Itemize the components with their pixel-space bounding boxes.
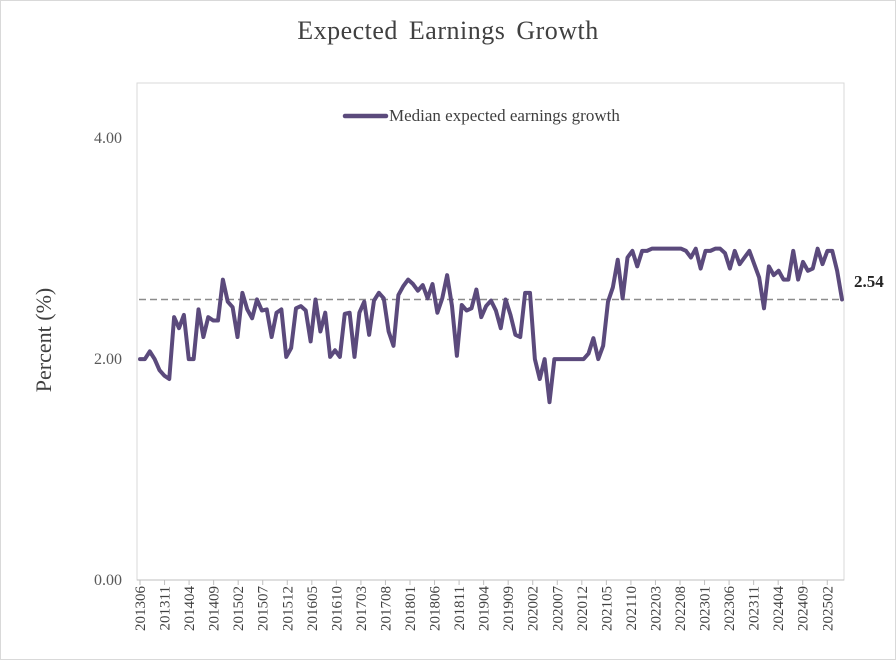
y-tick-label: 0.00	[94, 572, 122, 589]
series-group	[138, 246, 844, 405]
y-axis: 0.00 2.00 4.00	[94, 130, 122, 589]
x-tick-label: 202409	[796, 586, 812, 631]
x-tick-label: 201605	[305, 586, 321, 631]
chart-title: Expected Earnings Growth	[297, 16, 599, 45]
x-tick-label: 201703	[354, 586, 370, 631]
x-tick-label: 201806	[428, 586, 444, 632]
plot-area	[136, 82, 845, 581]
legend-label: Median expected earnings growth	[389, 106, 620, 125]
x-tick-label: 202002	[526, 586, 542, 631]
x-tick-label: 202110	[624, 586, 640, 630]
legend: Median expected earnings growth	[342, 106, 620, 125]
x-tick-label: 201409	[207, 586, 223, 631]
x-tick-label: 202301	[698, 586, 714, 631]
x-tick-label: 202203	[648, 586, 664, 631]
x-tick-label: 201811	[452, 586, 468, 630]
x-tick-label: 201512	[280, 586, 296, 631]
x-tick-label: 202007	[550, 586, 566, 632]
x-tick-label: 202012	[575, 586, 591, 631]
x-tick-label: 202208	[673, 586, 689, 631]
x-tick-label: 201909	[501, 586, 517, 631]
y-tick-label: 4.00	[94, 130, 122, 147]
x-tick-label: 202502	[820, 586, 836, 631]
y-tick-label: 2.00	[94, 351, 122, 368]
x-axis: 201306 201311 201404 201409 201502 201507 2015…	[133, 580, 836, 631]
x-tick-label: 202404	[771, 586, 787, 632]
x-tick-label: 202311	[747, 586, 763, 630]
x-tick-label: 201904	[477, 586, 493, 632]
x-tick-label: 201801	[403, 586, 419, 631]
x-tick-label: 201311	[158, 586, 174, 630]
x-tick-label: 201404	[182, 586, 198, 632]
x-tick-label: 201502	[231, 586, 247, 631]
x-tick-label: 202306	[722, 586, 738, 632]
x-tick-label: 201306	[133, 586, 149, 632]
x-tick-label: 201507	[256, 586, 272, 632]
x-tick-label: 201708	[378, 586, 394, 631]
y-axis-title: Percent (%)	[31, 288, 56, 392]
series-line	[138, 246, 844, 405]
reference-line-label: 2.54	[854, 272, 884, 291]
x-tick-label: 201610	[329, 586, 345, 631]
x-tick-label: 202105	[599, 586, 615, 631]
